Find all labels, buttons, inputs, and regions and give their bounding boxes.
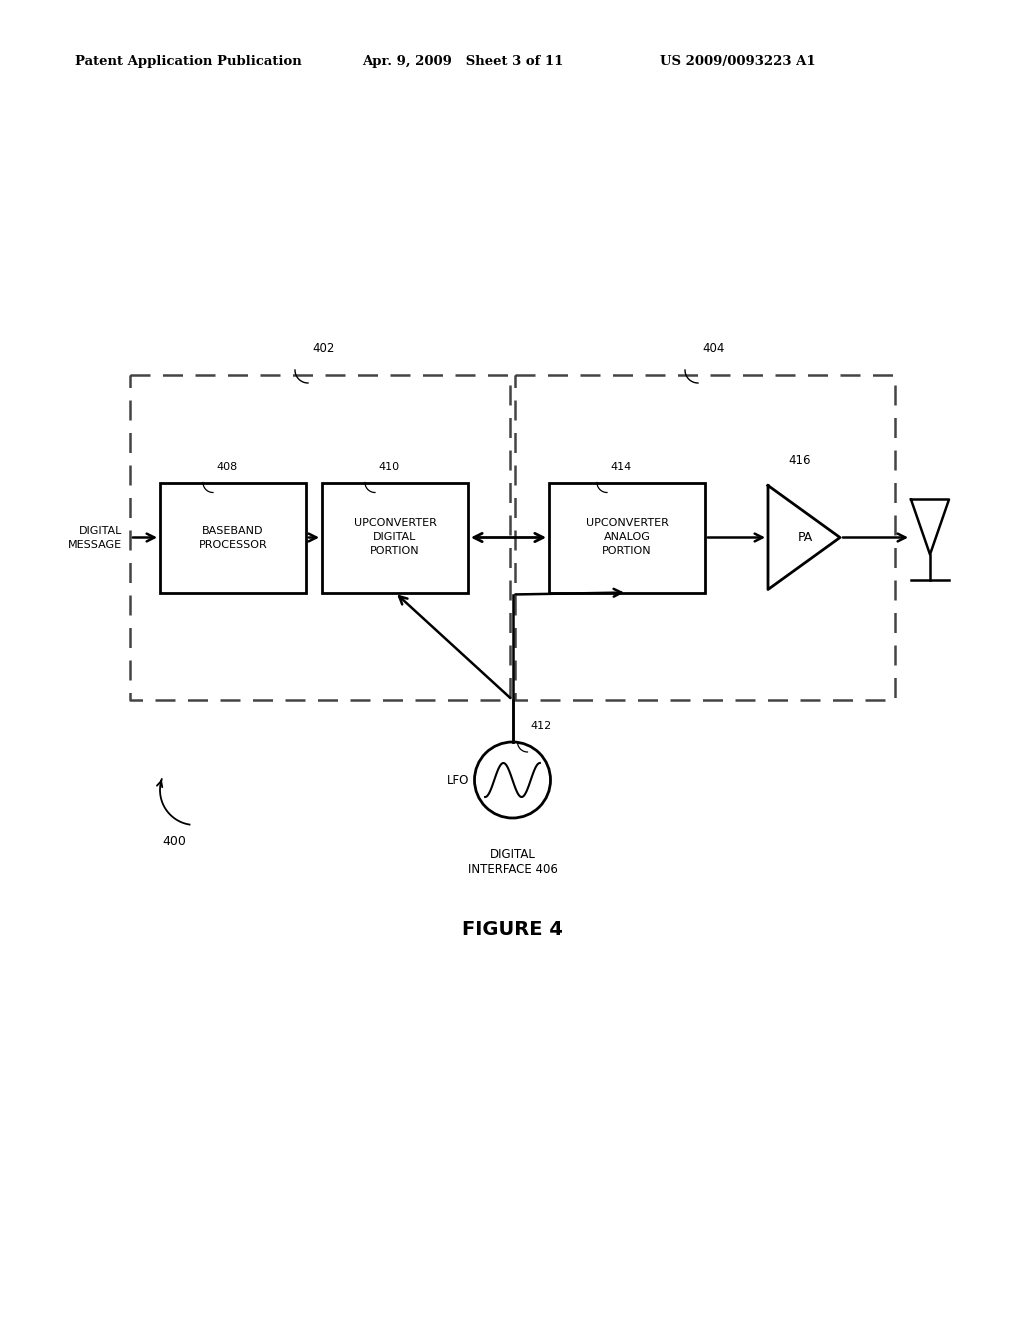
Text: FIGURE 4: FIGURE 4 — [462, 920, 562, 939]
Text: 410: 410 — [378, 462, 399, 471]
Text: Apr. 9, 2009   Sheet 3 of 11: Apr. 9, 2009 Sheet 3 of 11 — [362, 55, 563, 69]
Text: 412: 412 — [530, 721, 552, 731]
Polygon shape — [768, 486, 840, 590]
Text: LFO: LFO — [447, 774, 469, 787]
Text: US 2009/0093223 A1: US 2009/0093223 A1 — [660, 55, 816, 69]
Text: PA: PA — [798, 531, 813, 544]
Text: 400: 400 — [162, 836, 186, 847]
Text: UPCONVERTER
ANALOG
PORTION: UPCONVERTER ANALOG PORTION — [586, 519, 669, 557]
FancyBboxPatch shape — [322, 483, 468, 593]
Text: 404: 404 — [702, 342, 724, 355]
Text: 408: 408 — [216, 462, 238, 471]
Polygon shape — [911, 499, 949, 554]
Text: DIGITAL
MESSAGE: DIGITAL MESSAGE — [68, 525, 122, 549]
Text: 416: 416 — [788, 454, 811, 467]
Text: 402: 402 — [312, 342, 335, 355]
FancyBboxPatch shape — [160, 483, 306, 593]
Text: DIGITAL
INTERFACE 406: DIGITAL INTERFACE 406 — [468, 847, 557, 876]
Text: 414: 414 — [610, 462, 631, 471]
Text: UPCONVERTER
DIGITAL
PORTION: UPCONVERTER DIGITAL PORTION — [353, 519, 436, 557]
Text: BASEBAND
PROCESSOR: BASEBAND PROCESSOR — [199, 525, 267, 549]
FancyBboxPatch shape — [549, 483, 705, 593]
Text: Patent Application Publication: Patent Application Publication — [75, 55, 302, 69]
